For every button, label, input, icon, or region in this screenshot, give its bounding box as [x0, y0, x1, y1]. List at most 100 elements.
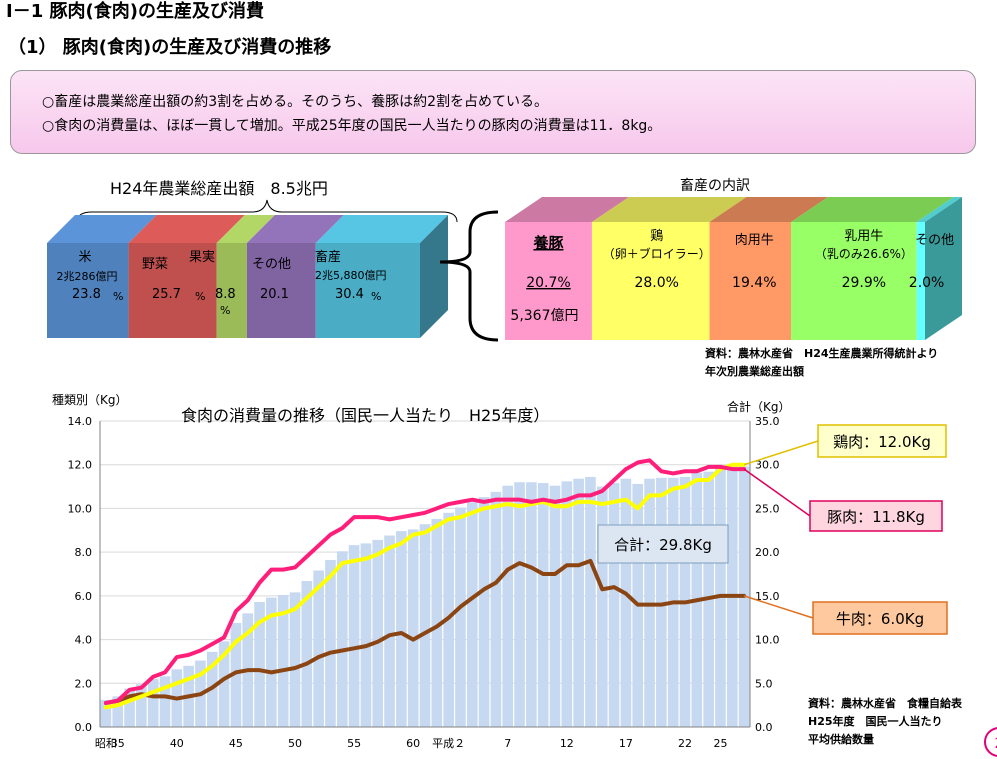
segment-label: その他 — [252, 257, 291, 272]
segment-pct: 8.8 — [215, 287, 236, 302]
total-bar — [573, 478, 584, 727]
segment-amount: 2兆286億円 — [57, 270, 118, 283]
breakdown-segment-1 — [591, 222, 710, 340]
total-bar — [419, 524, 431, 727]
pork-callout — [809, 500, 943, 532]
segment-label: 果実 — [189, 249, 215, 265]
output-chart-title: H24年農業総産出額 8.5兆円 — [110, 179, 328, 198]
total-bar — [136, 684, 147, 727]
output-brace — [76, 199, 458, 223]
breakdown-pct: 2.0% — [909, 275, 945, 291]
summary-line-2: ○食肉の消費量は、ほぼ一貫して増加。平成25年度の国民一人当たりの豚肉の消費量は… — [42, 118, 662, 134]
series-line-豚肉 — [103, 458, 747, 705]
breakdown-amount: 5,367億円 — [510, 308, 578, 324]
breakdown-chart-title: 畜産の内訳 — [680, 178, 750, 194]
y-tick-label: 4.0 — [75, 634, 93, 647]
breakdown-segment-top — [505, 197, 629, 222]
breakdown-segment-top — [916, 197, 962, 222]
y2-tick-label: 30.0 — [755, 459, 780, 472]
segment-label: 米 — [78, 250, 91, 265]
x-tick-label: 40 — [170, 737, 184, 750]
y-axis-label: 種類別（Kg） — [52, 393, 128, 407]
y2-tick-label: 20.0 — [755, 546, 780, 559]
y2-tick-label: 25.0 — [755, 502, 780, 515]
beef-callout-leader — [743, 595, 814, 619]
breakdown-pct: 28.0% — [634, 275, 678, 291]
x-tick-label: 平成２ — [432, 737, 465, 750]
bar-segment-top — [47, 215, 157, 243]
total-bar — [596, 486, 608, 727]
y-tick-label: 2.0 — [75, 677, 93, 690]
x-tick-label: 45 — [229, 737, 243, 750]
total-bar — [455, 507, 466, 727]
total-bar — [384, 535, 395, 727]
breakdown-segment-top — [791, 197, 954, 222]
segment-unit: % — [371, 290, 381, 303]
breakdown-label: 肉用牛 — [735, 233, 774, 248]
total-bar — [514, 482, 525, 727]
pork-callout-leader — [743, 468, 811, 517]
bar-segment-top — [216, 215, 275, 243]
breakdown-pct: 29.9% — [842, 275, 886, 291]
chicken-callout — [817, 424, 947, 458]
total-bar — [124, 688, 135, 727]
pork-callout-label: 豚肉：11.8Kg — [827, 508, 925, 526]
total-bar — [266, 597, 277, 727]
y-tick-label: 14.0 — [68, 415, 93, 428]
y2-tick-label: 35.0 — [755, 415, 780, 428]
total-bar — [656, 477, 667, 727]
segment-amount: 2兆5,880億円 — [315, 269, 387, 282]
y2-tick-label: 15.0 — [755, 590, 780, 603]
summary-line-1: ○畜産は農業総産出額の約3割を占める。そのうち、養豚は約2割を占めている。 — [42, 94, 549, 110]
y2-tick-label: 5.0 — [755, 677, 773, 690]
x-tick-label: 25 — [713, 737, 727, 750]
breakdown-segment-3 — [791, 222, 917, 340]
total-bar — [490, 491, 502, 727]
breakdown-side — [925, 197, 962, 340]
total-bar — [325, 560, 336, 727]
source-note-line: 平均供給数量 — [808, 733, 874, 746]
breakdown-sublabel: （乳のみ26.6%） — [815, 247, 913, 261]
y-tick-label: 8.0 — [75, 546, 93, 559]
total-bar — [561, 481, 573, 727]
beef-callout — [812, 601, 948, 635]
total-bar — [585, 476, 596, 727]
x-tick-label: 12 — [560, 737, 574, 750]
total-bar — [431, 518, 443, 727]
chicken-callout-leader — [743, 440, 819, 466]
source-note-consumption: 資料：農林水産省 食糧自給表 H25年度 国民一人当たり 平均供給数量 — [808, 695, 962, 749]
breakdown-label: 鶏 — [650, 229, 663, 244]
total-bar — [301, 580, 313, 727]
x-tick-label: 昭和 — [95, 737, 117, 750]
total-bar — [112, 696, 124, 727]
section-title: （1） 豚肉(食肉)の生産及び消費の推移 — [8, 37, 332, 58]
total-bar — [478, 497, 490, 727]
total-bar — [537, 483, 549, 727]
segment-unit: % — [195, 290, 205, 303]
total-bar — [289, 592, 301, 727]
breakdown-brace — [439, 210, 499, 342]
segment-label: 畜産 — [315, 249, 341, 265]
series-line-鶏肉 — [103, 462, 747, 710]
source-note-line: 資料：農林水産省 食糧自給表 — [808, 697, 962, 710]
source-note-line: 年次別農業総産出額 — [705, 365, 804, 378]
total-bar — [230, 622, 242, 727]
total-bar — [372, 539, 384, 727]
y-tick-label: 0.0 — [75, 721, 93, 734]
segment-pct: 30.4 — [335, 287, 364, 302]
bar-segment-top — [128, 215, 245, 243]
breakdown-pct: 20.7% — [526, 275, 570, 291]
breakdown-segment-2 — [709, 222, 792, 340]
total-bar — [100, 699, 112, 727]
y-tick-label: 6.0 — [75, 590, 93, 603]
total-bar — [277, 594, 289, 727]
x-tick-label: 55 — [347, 737, 361, 750]
x-tick-label: 7 — [504, 737, 511, 750]
bar-segment-3 — [246, 243, 316, 338]
breakdown-segment-top — [709, 197, 829, 222]
bar-segment-2 — [216, 243, 247, 338]
x-tick-label: 60 — [406, 737, 420, 750]
segment-pct: 25.7 — [152, 287, 181, 302]
breakdown-label: 乳用牛 — [844, 229, 883, 244]
